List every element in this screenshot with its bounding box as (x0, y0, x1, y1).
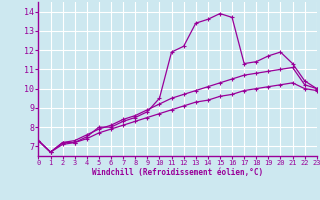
X-axis label: Windchill (Refroidissement éolien,°C): Windchill (Refroidissement éolien,°C) (92, 168, 263, 177)
